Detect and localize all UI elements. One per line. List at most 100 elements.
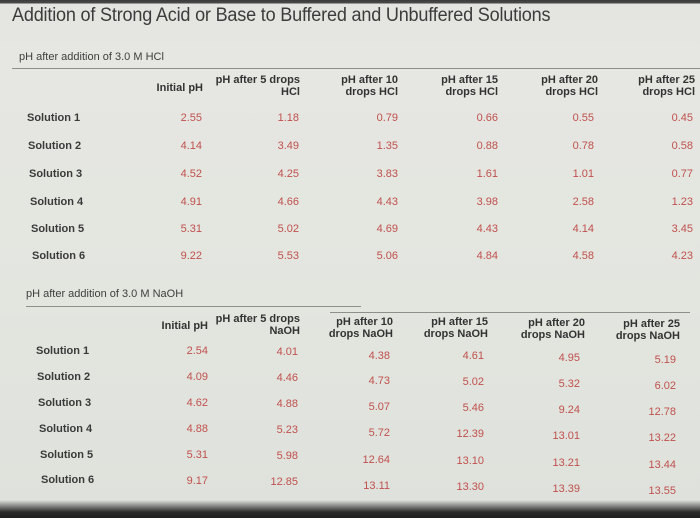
hcl-cell: 3.98 bbox=[476, 196, 498, 208]
hcl-cell: 3.83 bbox=[376, 168, 398, 180]
naoh-header-15-drops: pH after 15 drops NaOH bbox=[423, 316, 488, 340]
hcl-row-label: Solution 5 bbox=[31, 223, 85, 235]
hcl-cell: 0.66 bbox=[476, 112, 498, 124]
hcl-header-15-drops: pH after 15 drops HCl bbox=[441, 74, 498, 98]
naoh-cell: 4.73 bbox=[368, 375, 390, 387]
naoh-cell: 12.39 bbox=[456, 428, 484, 440]
naoh-cell: 2.54 bbox=[186, 345, 208, 357]
hcl-cell: 0.78 bbox=[572, 140, 594, 152]
hcl-row-label: Solution 4 bbox=[30, 196, 84, 208]
hcl-cell: 3.45 bbox=[671, 223, 693, 235]
hcl-cell: 4.14 bbox=[572, 223, 594, 235]
hcl-cell: 5.31 bbox=[180, 223, 202, 235]
hcl-cell: 4.91 bbox=[180, 196, 202, 208]
naoh-row-label: Solution 3 bbox=[38, 397, 92, 409]
hcl-cell: 1.01 bbox=[572, 168, 594, 180]
hcl-cell: 9.22 bbox=[180, 250, 202, 262]
naoh-row-label: Solution 5 bbox=[40, 449, 94, 461]
naoh-cell: 13.30 bbox=[456, 481, 484, 493]
naoh-cell: 13.21 bbox=[552, 457, 580, 469]
naoh-header-25-drops: pH after 25 drops NaOH bbox=[615, 318, 680, 342]
naoh-header-10-drops: pH after 10 drops NaOH bbox=[328, 316, 393, 340]
naoh-cell: 5.72 bbox=[368, 427, 390, 439]
hcl-cell: 0.55 bbox=[572, 112, 594, 124]
hcl-cell: 1.35 bbox=[376, 140, 398, 152]
naoh-header-5-drops: pH after 5 drops NaOH bbox=[215, 313, 300, 337]
hcl-cell: 5.06 bbox=[376, 250, 398, 262]
hcl-row-label: Solution 6 bbox=[32, 250, 86, 262]
hcl-section-caption: pH after addition of 3.0 M HCl bbox=[19, 51, 164, 63]
naoh-cell: 4.62 bbox=[186, 397, 208, 409]
hcl-cell: 4.43 bbox=[476, 223, 498, 235]
naoh-header-initial: Initial pH bbox=[161, 320, 208, 332]
hcl-row-label: Solution 2 bbox=[28, 140, 82, 152]
hcl-cell: 1.18 bbox=[277, 112, 299, 124]
hcl-cell: 4.52 bbox=[180, 168, 202, 180]
naoh-cell: 13.01 bbox=[552, 430, 580, 442]
naoh-divider-left bbox=[26, 306, 361, 307]
hcl-cell: 0.77 bbox=[671, 168, 693, 180]
naoh-cell: 5.31 bbox=[186, 449, 208, 461]
hcl-cell: 0.88 bbox=[476, 140, 498, 152]
hcl-cell: 0.45 bbox=[671, 112, 693, 124]
naoh-cell: 4.95 bbox=[558, 352, 580, 364]
naoh-cell: 13.39 bbox=[552, 483, 580, 495]
naoh-cell: 9.24 bbox=[558, 404, 580, 416]
naoh-cell: 12.78 bbox=[648, 406, 676, 418]
naoh-row-label: Solution 2 bbox=[37, 371, 91, 383]
hcl-divider bbox=[12, 68, 700, 69]
naoh-cell: 13.44 bbox=[648, 459, 676, 471]
naoh-cell: 4.61 bbox=[462, 350, 484, 362]
naoh-cell: 5.02 bbox=[462, 376, 484, 388]
naoh-row-label: Solution 4 bbox=[39, 423, 93, 435]
page-title: Addition of Strong Acid or Base to Buffe… bbox=[12, 5, 551, 26]
naoh-cell: 4.09 bbox=[186, 371, 208, 383]
naoh-cell: 5.19 bbox=[654, 354, 676, 366]
naoh-cell: 4.38 bbox=[368, 350, 390, 362]
naoh-cell: 5.07 bbox=[368, 401, 390, 413]
hcl-cell: 4.14 bbox=[180, 140, 202, 152]
naoh-cell: 5.98 bbox=[276, 450, 298, 462]
naoh-cell: 5.32 bbox=[558, 378, 580, 390]
hcl-header-10-drops: pH after 10 drops HCl bbox=[341, 74, 398, 98]
hcl-cell: 0.79 bbox=[376, 112, 398, 124]
hcl-cell: 5.02 bbox=[277, 223, 299, 235]
naoh-cell: 13.55 bbox=[648, 485, 676, 497]
hcl-cell: 2.58 bbox=[572, 196, 594, 208]
hcl-cell: 4.58 bbox=[572, 250, 594, 262]
naoh-cell: 9.17 bbox=[186, 475, 208, 487]
hcl-cell: 4.84 bbox=[476, 250, 498, 262]
hcl-header-25-drops: pH after 25 drops HCl bbox=[638, 74, 695, 98]
hcl-cell: 4.43 bbox=[376, 196, 398, 208]
hcl-cell: 2.55 bbox=[180, 112, 202, 124]
naoh-cell: 4.46 bbox=[276, 372, 298, 384]
hcl-cell: 4.25 bbox=[277, 168, 299, 180]
naoh-cell: 13.11 bbox=[363, 480, 390, 492]
hcl-cell: 1.61 bbox=[476, 168, 498, 180]
naoh-row-label: Solution 1 bbox=[36, 345, 90, 357]
naoh-cell: 4.01 bbox=[276, 346, 298, 358]
hcl-cell: 4.23 bbox=[671, 250, 693, 262]
hcl-header-initial: Initial pH bbox=[156, 82, 203, 94]
naoh-cell: 12.85 bbox=[270, 476, 298, 488]
naoh-cell: 5.23 bbox=[276, 424, 298, 436]
naoh-cell: 13.10 bbox=[456, 455, 484, 467]
hcl-cell: 1.23 bbox=[671, 196, 693, 208]
hcl-header-20-drops: pH after 20 drops HCl bbox=[541, 74, 598, 98]
naoh-header-20-drops: pH after 20 drops NaOH bbox=[520, 317, 585, 341]
naoh-cell: 5.46 bbox=[462, 402, 484, 414]
hcl-header-5-drops: pH after 5 drops HCl bbox=[215, 74, 300, 98]
naoh-cell: 4.88 bbox=[276, 398, 298, 410]
hcl-cell: 4.66 bbox=[277, 196, 299, 208]
hcl-cell: 4.69 bbox=[376, 223, 398, 235]
naoh-cell: 6.02 bbox=[654, 380, 676, 392]
naoh-divider-right bbox=[330, 312, 690, 313]
naoh-row-label: Solution 6 bbox=[41, 474, 95, 486]
hcl-cell: 5.53 bbox=[277, 250, 299, 262]
hcl-row-label: Solution 3 bbox=[29, 168, 83, 180]
naoh-cell: 12.64 bbox=[362, 454, 390, 466]
hcl-cell: 0.58 bbox=[671, 140, 693, 152]
naoh-cell: 4.88 bbox=[186, 423, 208, 435]
hcl-cell: 3.49 bbox=[277, 140, 299, 152]
hcl-row-label: Solution 1 bbox=[27, 112, 81, 124]
